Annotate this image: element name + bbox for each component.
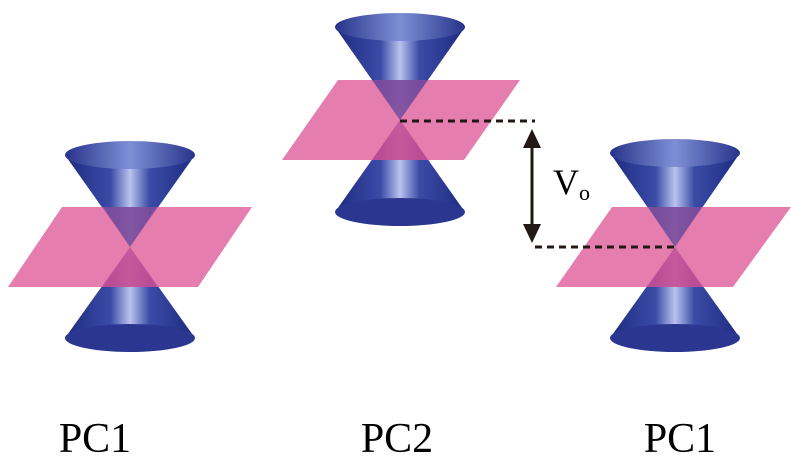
upper-cone-middle [335,27,465,120]
lower-cone-right [610,247,740,338]
lower-cone-base-middle [335,198,465,226]
lower-cone-middle [335,120,465,212]
cone-label-left: PC1 [59,416,131,462]
lower-cone-left [65,247,195,338]
lower-cone-base-left [65,324,195,352]
arrow-head-down [523,224,541,243]
offset-label: Vo [553,162,590,205]
offset-label-subscript: o [579,180,590,205]
upper-cone-rim-left [65,141,195,169]
offset-label-main: V [553,162,579,202]
arrow-head-up [523,129,541,148]
upper-cone-right [610,153,740,247]
upper-cone-rim-right [610,139,740,167]
cone-label-middle: PC2 [361,416,433,462]
upper-cone-left [65,155,195,247]
cone-pc1-left [8,141,252,352]
lower-cone-base-right [610,324,740,352]
upper-cone-rim-middle [335,13,465,41]
offset-indicator: Vo [400,119,675,249]
cone-label-right: PC1 [644,416,716,462]
